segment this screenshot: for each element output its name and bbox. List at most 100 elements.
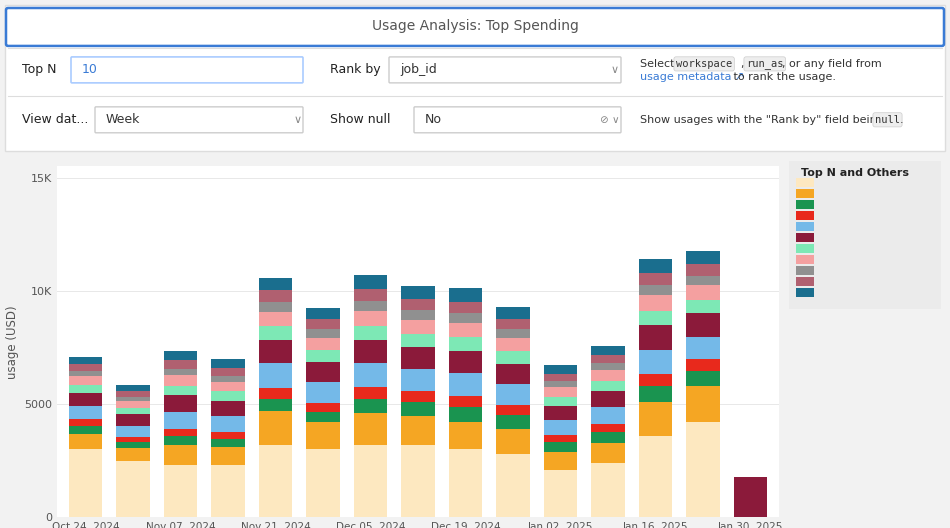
- FancyBboxPatch shape: [414, 107, 621, 133]
- Bar: [591, 407, 625, 423]
- FancyBboxPatch shape: [389, 57, 621, 83]
- FancyBboxPatch shape: [787, 159, 942, 310]
- Bar: [796, 277, 814, 286]
- Bar: [354, 289, 388, 300]
- Bar: [402, 391, 435, 402]
- Bar: [163, 445, 198, 465]
- Bar: [258, 363, 293, 388]
- Bar: [544, 381, 578, 387]
- Bar: [163, 465, 198, 517]
- Bar: [796, 178, 814, 187]
- Text: Week: Week: [106, 114, 141, 126]
- Bar: [449, 301, 482, 313]
- Bar: [116, 414, 150, 426]
- Text: ⊘ ∨: ⊘ ∨: [600, 115, 619, 125]
- Bar: [796, 189, 814, 198]
- Bar: [307, 319, 340, 329]
- Bar: [354, 399, 388, 413]
- Bar: [402, 334, 435, 347]
- Bar: [639, 386, 673, 402]
- Bar: [639, 402, 673, 436]
- Bar: [402, 299, 435, 310]
- Bar: [307, 403, 340, 412]
- Bar: [307, 329, 340, 338]
- Bar: [796, 255, 814, 264]
- Bar: [639, 350, 673, 374]
- Bar: [639, 325, 673, 350]
- Bar: [68, 406, 103, 419]
- Text: Top N: Top N: [22, 63, 56, 77]
- Bar: [354, 413, 388, 445]
- Text: job_id: job_id: [400, 63, 437, 77]
- Bar: [591, 371, 625, 381]
- Bar: [116, 391, 150, 397]
- Bar: [796, 266, 814, 275]
- Bar: [211, 368, 245, 375]
- Bar: [307, 422, 340, 449]
- Text: ∨: ∨: [611, 65, 619, 75]
- Bar: [116, 448, 150, 461]
- Bar: [307, 308, 340, 319]
- Bar: [687, 422, 720, 517]
- Bar: [258, 399, 293, 411]
- Bar: [211, 432, 245, 439]
- Bar: [544, 365, 578, 374]
- Bar: [591, 363, 625, 371]
- Bar: [211, 391, 245, 401]
- Bar: [211, 417, 245, 432]
- Bar: [354, 387, 388, 399]
- Text: Rank by: Rank by: [330, 63, 381, 77]
- Bar: [687, 263, 720, 276]
- Bar: [258, 312, 293, 326]
- Bar: [402, 416, 435, 445]
- Bar: [258, 278, 293, 290]
- Bar: [307, 351, 340, 362]
- Bar: [796, 211, 814, 220]
- Bar: [402, 445, 435, 517]
- Bar: [687, 360, 720, 371]
- Bar: [163, 369, 198, 375]
- Bar: [402, 347, 435, 369]
- Bar: [116, 385, 150, 391]
- Bar: [163, 352, 198, 361]
- Bar: [258, 445, 293, 517]
- Bar: [544, 470, 578, 517]
- Bar: [639, 436, 673, 517]
- Bar: [687, 300, 720, 313]
- Bar: [163, 395, 198, 412]
- Bar: [258, 411, 293, 445]
- Bar: [639, 273, 673, 285]
- Bar: [497, 454, 530, 517]
- Bar: [68, 385, 103, 393]
- Bar: [68, 433, 103, 449]
- Bar: [68, 449, 103, 517]
- Bar: [68, 376, 103, 385]
- Bar: [449, 351, 482, 373]
- Bar: [497, 384, 530, 406]
- Text: , or any field from: , or any field from: [782, 59, 882, 69]
- Bar: [687, 276, 720, 285]
- Text: Usage Analysis: Top Spending: Usage Analysis: Top Spending: [371, 19, 579, 33]
- Bar: [211, 401, 245, 417]
- Bar: [211, 465, 245, 517]
- Bar: [402, 402, 435, 416]
- Bar: [354, 275, 388, 289]
- Bar: [639, 311, 673, 325]
- Bar: [639, 285, 673, 296]
- Bar: [544, 387, 578, 397]
- Bar: [449, 407, 482, 422]
- Bar: [497, 319, 530, 329]
- Bar: [497, 329, 530, 338]
- Bar: [258, 290, 293, 302]
- Bar: [163, 385, 198, 395]
- Text: usage metadata ↗: usage metadata ↗: [640, 72, 745, 82]
- Bar: [116, 401, 150, 408]
- Bar: [687, 285, 720, 300]
- Bar: [687, 313, 720, 337]
- Bar: [258, 340, 293, 363]
- Bar: [544, 435, 578, 442]
- Bar: [307, 338, 340, 351]
- Bar: [116, 397, 150, 401]
- Bar: [544, 452, 578, 470]
- Bar: [687, 386, 720, 422]
